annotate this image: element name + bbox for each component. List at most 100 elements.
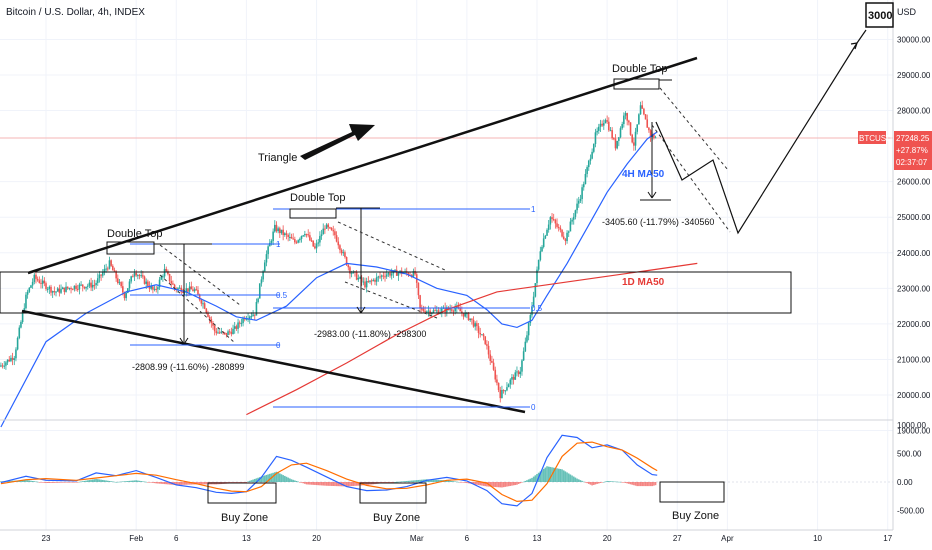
candle-body [165,268,168,272]
macd-histogram-bar [549,466,552,482]
candle-body [587,160,590,168]
time-tick-label: 6 [174,534,179,543]
buy-zone-box-2[interactable] [359,482,427,504]
time-tick-label: 10 [813,534,822,543]
macd-histogram-bar [644,482,647,487]
candle-body [412,270,415,277]
macd-histogram-bar [31,480,34,482]
time-tick-label: 20 [312,534,321,543]
candle-body [604,120,607,124]
macd-histogram-bar [200,482,203,485]
double-top-box-2[interactable] [289,208,337,219]
candle-body [275,224,278,232]
macd-histogram-bar [623,482,625,483]
macd-histogram-bar [526,480,528,482]
measure-tool-3[interactable] [640,122,671,201]
measure-tool-2[interactable] [336,207,380,314]
drawings[interactable] [0,29,867,414]
candle-body [432,310,435,313]
candle-body [163,268,166,277]
candle-body [597,126,600,131]
macd-histogram-bar [631,482,633,485]
macd-histogram-bar [494,482,497,488]
current-price-tag[interactable]: BTCUSD 27248.25 +27.87% 02:37:07 [858,131,932,170]
support-zone-rect[interactable] [0,271,792,314]
candle-body [554,219,557,224]
macd-histogram-bar [65,482,67,483]
candle-body [644,114,647,120]
macd-histogram-bar [177,482,179,486]
buy-zone-box-3[interactable] [659,481,725,503]
candle-body [187,288,189,292]
candle-body [339,245,341,251]
dashed-channels[interactable] [159,87,731,344]
triangle-lower-line[interactable] [21,309,526,414]
macd-histogram-bar [297,481,299,483]
macd-histogram-bar [511,482,513,486]
macd-histogram-bar [273,472,276,482]
macd-histogram-bar [562,470,565,482]
candle-body [387,272,390,275]
candle-body [571,219,573,222]
macd-histogram-bar [512,482,515,486]
candle-body [228,331,231,333]
macd-histogram-bar [147,482,149,483]
macd-histogram-bar [302,482,304,484]
macd-histogram-bar [93,479,96,482]
candle-body [567,231,570,233]
candle-body [252,314,254,317]
candle-body [167,271,169,274]
candle-body [474,323,477,327]
time-axis[interactable]: 23 Feb 6 13 20 Mar 6 13 20 27 Apr 10 17 [42,534,893,543]
measure-tool-1[interactable] [154,243,212,345]
macd-histogram-bar [646,482,649,487]
macd-histogram-bar [509,482,512,486]
target-callout[interactable]: 3000 [865,2,894,28]
time-tick-label: 13 [533,534,542,543]
macd-histogram-bar [633,482,635,486]
price-axis[interactable]: 30000.00 29000.00 28000.00 26000.00 25000.00… [897,35,931,435]
macd-histogram-bar [572,476,575,482]
triangle-upper-line[interactable] [27,56,698,275]
candle-body [137,275,139,277]
candle-body [509,379,512,385]
candle-body [31,281,34,286]
candle-body [419,295,421,309]
macd-histogram-bar [282,475,284,482]
fib-retracement-1[interactable] [130,243,280,346]
macd-histogram-bar [110,481,112,482]
candle-body [456,306,458,309]
projection-path[interactable] [655,42,858,235]
candle-body [489,354,492,361]
double-top-box-1[interactable] [106,241,155,255]
macd-histogram-bar [96,479,99,482]
candle-body [76,288,79,290]
macd-histogram-bar [262,475,264,482]
macd-histogram-bar [105,480,107,482]
candle-body [103,268,106,273]
candle-body [317,242,320,244]
price-tag-countdown: 02:37:07 [896,158,928,167]
time-tick-label: 17 [883,534,892,543]
macd-histogram-bar [91,479,94,482]
macd-histogram-bar [235,482,238,483]
macd-histogram-bar [628,482,630,484]
candle-body [242,318,244,324]
candle-body [529,315,532,324]
candle-body [172,283,174,285]
candle-body [499,389,502,399]
candle-body [213,325,216,332]
candle-body [429,310,431,315]
double-top-box-3[interactable] [613,78,660,90]
macd-axis[interactable]: 1000.00 500.00 0.00 -500.00 [897,421,926,516]
candle-body [56,288,59,292]
candle-body [561,229,563,237]
macd-histogram-bar [255,478,258,482]
candle-body [618,137,620,141]
macd-histogram-bar [133,480,136,482]
price-tag-change: +27.87% [896,146,928,155]
macd-histogram-bar [355,482,358,486]
buy-zone-box-1[interactable] [207,482,277,504]
candle-body [83,286,86,289]
